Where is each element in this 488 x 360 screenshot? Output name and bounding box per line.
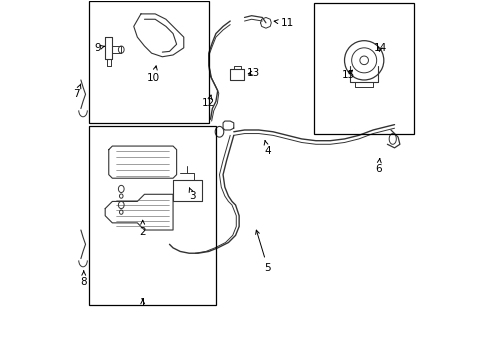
Text: 10: 10 [146, 66, 160, 83]
Text: 11: 11 [274, 18, 293, 28]
Text: 8: 8 [80, 271, 87, 287]
Text: 13: 13 [246, 68, 260, 78]
Text: 6: 6 [374, 158, 381, 174]
Text: 3: 3 [189, 188, 196, 201]
Text: 2: 2 [139, 220, 146, 237]
Text: 15: 15 [341, 69, 354, 80]
Text: 12: 12 [202, 95, 215, 108]
Text: 1: 1 [139, 298, 146, 308]
Text: 4: 4 [264, 141, 270, 157]
Text: 5: 5 [255, 230, 270, 273]
Bar [89, 1, 208, 123]
Bar [89, 126, 216, 305]
Text: 7: 7 [73, 84, 81, 99]
Text: 9: 9 [95, 43, 104, 53]
Text: 14: 14 [373, 43, 386, 53]
Bar [313, 3, 413, 134]
